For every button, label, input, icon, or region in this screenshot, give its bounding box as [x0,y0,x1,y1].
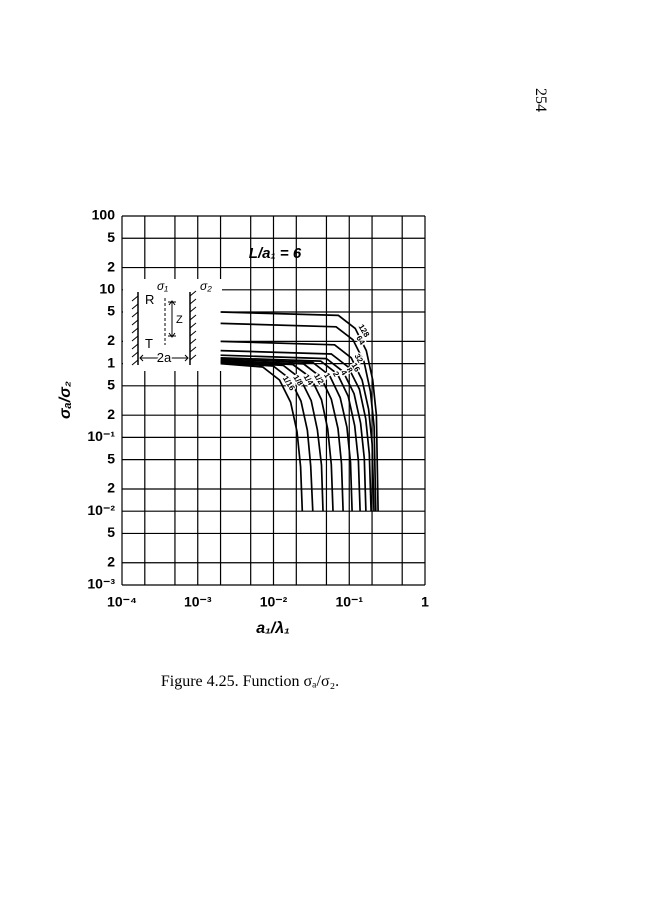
y-tick-label: 5 [107,450,115,466]
y-tick-label: 5 [107,524,115,540]
y-tick-label: 2 [107,553,115,569]
y-tick-label: 10⁻¹ [87,428,115,444]
x-axis-label: a₁/λ₁ [256,620,290,637]
x-tick-label: 10⁻⁴ [107,594,137,610]
curve-label: 2 [331,370,341,379]
curve [220,361,314,512]
sigma2-label: σ₂ [200,279,212,293]
width-label: 2a [157,350,172,365]
y-tick-label: 2 [107,332,115,348]
curve [220,361,324,512]
curve [220,358,353,512]
curve [220,360,334,512]
y-tick-label: 10⁻² [87,502,115,518]
curve-label: 8 [344,366,354,375]
curve [220,354,367,512]
curve [220,362,304,512]
curve [220,356,361,512]
y-tick-label: 10⁻³ [87,576,115,592]
curve-label: 1 [322,371,332,380]
y-tick-label: 2 [107,406,115,422]
y-axis-label: σₐ/σ₂ [57,381,74,419]
x-tick-label: 1 [421,594,429,610]
curve [220,322,377,512]
t-label: T [145,336,153,351]
y-tick-label: 100 [92,207,116,223]
y-tick-label: 5 [107,377,115,393]
sigma1-label: σ₁ [157,279,168,293]
y-tick-label: 1 [107,354,115,370]
annotation: L/a₁ = 6 [249,245,302,262]
x-tick-label: 10⁻² [260,594,288,610]
y-tick-label: 2 [107,480,115,496]
curve-label: 4 [339,368,349,377]
curve [220,311,379,512]
r-label: R [145,292,154,307]
curve [220,349,372,512]
y-tick-label: 5 [107,229,115,245]
z-label: Z [176,314,183,326]
z-arrow [168,300,176,338]
inset-diagram: σ₁ σ₂ R T Z 2a [123,279,222,371]
curve [220,340,375,512]
x-tick-label: 10⁻¹ [335,594,363,610]
caption: Figure 4.25. Function σₐ/σ₂. [161,673,339,690]
width-arrow [139,354,189,362]
y-tick-label: 2 [107,258,115,274]
hatching [131,290,197,366]
y-tick-label: 10 [99,281,115,297]
x-tick-label: 10⁻³ [184,594,212,610]
curve [220,359,344,512]
grid-layer [121,215,426,586]
y-tick-label: 5 [107,303,115,319]
page-number: 254 [532,88,549,112]
